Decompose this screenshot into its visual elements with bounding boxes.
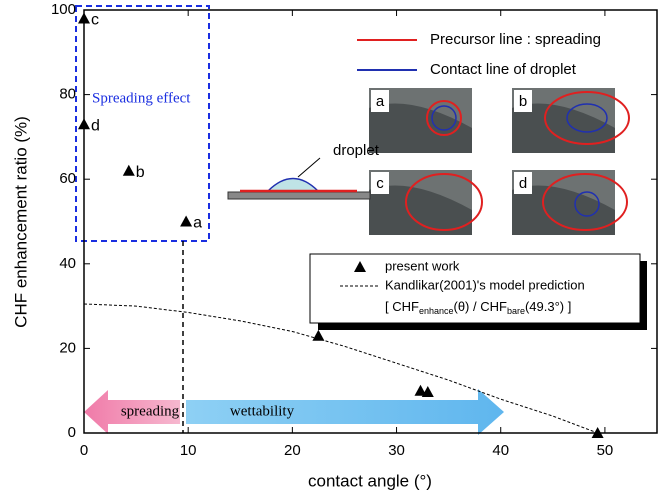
wettability-label: wettability (230, 403, 295, 419)
point-label: b (136, 164, 145, 181)
chart: spreading wettability Spreading effect P… (0, 0, 668, 499)
substrate (228, 192, 370, 199)
x-tick-label: 30 (388, 442, 405, 459)
droplet-shape (268, 179, 318, 192)
y-tick-label: 80 (59, 86, 76, 103)
y-tick-label: 60 (59, 170, 76, 187)
data-point (78, 118, 90, 129)
data-point (78, 12, 90, 23)
photos: a b c d (369, 88, 629, 235)
legend-label: Precursor line : spreading (430, 31, 601, 48)
data-point (123, 165, 135, 176)
photo-label: d (519, 175, 527, 192)
formula-part: (θ) / CHF (454, 299, 508, 314)
x-tick-label: 50 (597, 442, 614, 459)
point-label: d (91, 117, 100, 134)
y-tick-label: 40 (59, 255, 76, 272)
legend-formula: [ CHFenhance(θ) / CHFbare(49.3°) ] (385, 299, 571, 316)
photo-label: b (519, 93, 527, 110)
formula-part: [ CHF (385, 299, 419, 314)
y-axis-title: CHF enhancement ratio (%) (11, 116, 30, 328)
spreading-effect-label: Spreading effect (92, 90, 191, 106)
photo-label: a (376, 93, 385, 110)
x-axis-title: contact angle (°) (308, 471, 432, 490)
legend-label: Kandlikar(2001)'s model prediction (385, 277, 585, 292)
y-tick-label: 20 (59, 339, 76, 356)
point-label: c (91, 12, 99, 29)
droplet-label: droplet (333, 142, 380, 159)
legend-label: Contact line of droplet (430, 61, 577, 78)
spreading-label: spreading (121, 403, 180, 419)
page: {"chart_data": { "type": "scatter", "xla… (0, 0, 668, 499)
x-tick-label: 20 (284, 442, 301, 459)
formula-part: (49.3°) ] (525, 299, 571, 314)
data-point (180, 216, 192, 227)
x-tick-label: 0 (80, 442, 88, 459)
point-label: a (193, 215, 202, 232)
x-tick-label: 40 (492, 442, 509, 459)
photo-label: c (376, 175, 384, 192)
legend-label: present work (385, 258, 460, 273)
formula-sub: enhance (419, 306, 454, 316)
x-tick-label: 10 (180, 442, 197, 459)
formula-sub: bare (507, 306, 525, 316)
y-tick-label: 0 (68, 424, 76, 441)
droplet-pointer (298, 158, 320, 177)
y-tick-label: 100 (51, 1, 76, 18)
